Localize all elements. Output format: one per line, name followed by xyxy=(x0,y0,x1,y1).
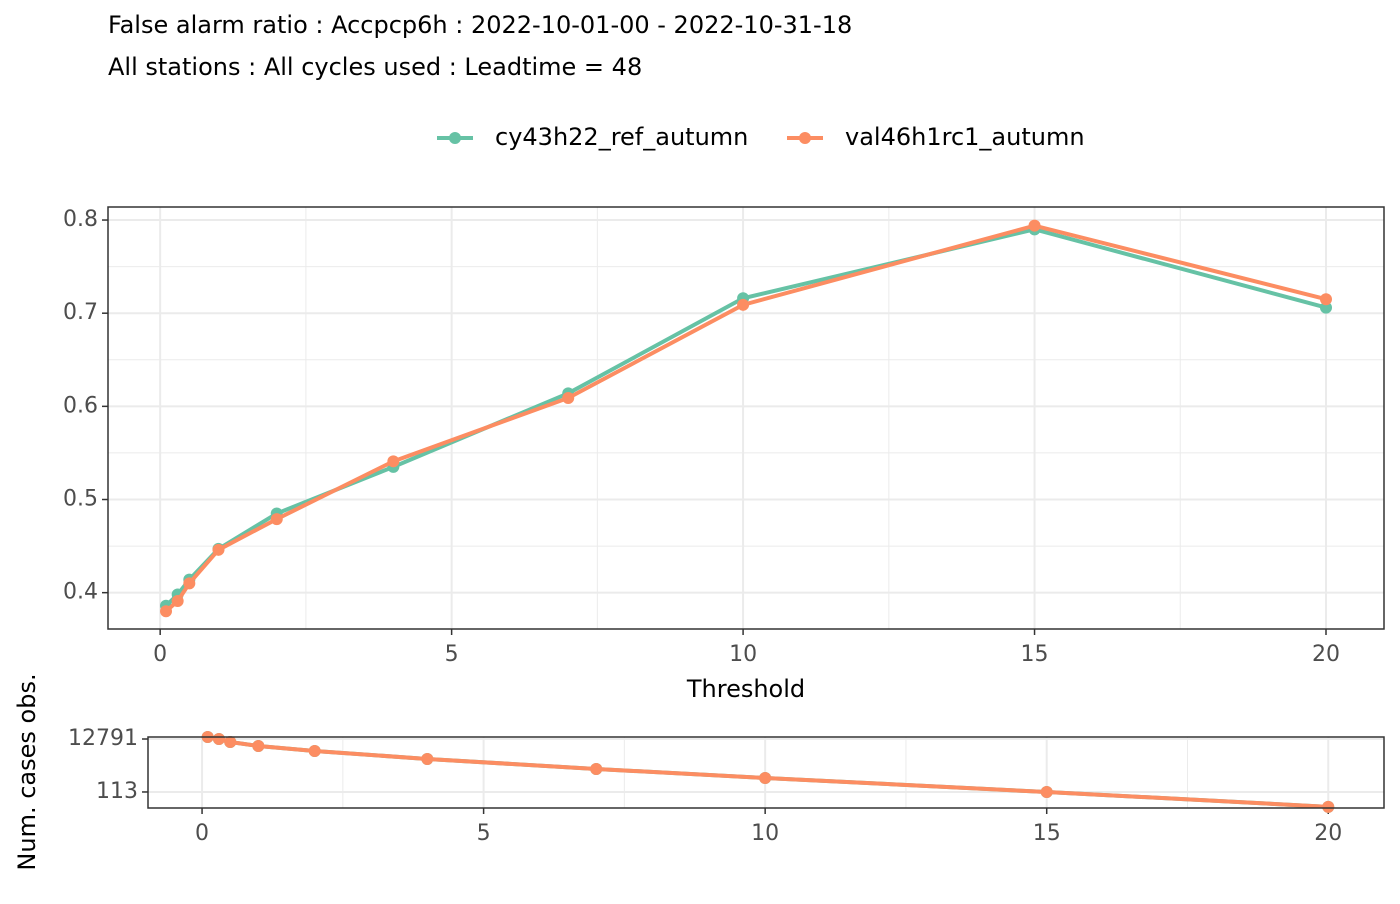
x-tick-label: 10 xyxy=(751,821,779,846)
plot-border xyxy=(147,736,1385,809)
point xyxy=(308,744,321,757)
point xyxy=(212,543,225,556)
point xyxy=(1322,800,1335,813)
x-tick-label: 20 xyxy=(1314,821,1342,846)
point xyxy=(1320,301,1332,314)
y-tick-label: 0.6 xyxy=(63,393,98,418)
x-tick-label: 5 xyxy=(445,642,459,667)
y-axis-label: Num. cases obs. xyxy=(13,673,41,870)
x-tick-label: 20 xyxy=(1312,642,1340,667)
point xyxy=(252,739,265,752)
x-tick-label: 15 xyxy=(1021,642,1049,667)
point xyxy=(421,752,434,765)
chart-title: False alarm ratio : Accpcp6h : 2022-10-0… xyxy=(108,11,852,39)
y-tick-label: 0.7 xyxy=(63,300,98,325)
plot-background xyxy=(108,207,1384,629)
point xyxy=(387,455,400,468)
point xyxy=(590,762,603,775)
point xyxy=(212,733,225,746)
y-tick-label: 12791 xyxy=(68,726,138,751)
plot-border xyxy=(107,206,1385,630)
x-tick-label: 5 xyxy=(477,821,491,846)
point xyxy=(171,595,184,608)
x-tick-label: 15 xyxy=(1033,821,1061,846)
point xyxy=(1320,293,1332,306)
point xyxy=(224,735,237,748)
point xyxy=(759,771,772,784)
y-tick-label: 0.8 xyxy=(63,207,98,232)
y-tick-label: 0.5 xyxy=(63,487,98,512)
chart-subtitle: All stations : All cycles used : Leadtim… xyxy=(108,53,642,81)
legend-label: val46h1rc1_autumn xyxy=(845,123,1085,151)
x-tick-label: 10 xyxy=(729,642,757,667)
point xyxy=(1028,219,1041,232)
y-tick-label: 0.4 xyxy=(63,580,98,605)
y-tick-label: 113 xyxy=(96,779,138,804)
legend-marker xyxy=(799,132,811,144)
series-line xyxy=(164,223,1327,613)
x-axis-label: Threshold xyxy=(686,675,805,703)
legend-marker xyxy=(449,132,461,144)
point xyxy=(562,391,575,404)
legend-label: cy43h22_ref_autumn xyxy=(495,123,748,151)
x-tick-label: 0 xyxy=(195,821,209,846)
point xyxy=(1040,785,1053,798)
x-tick-label: 0 xyxy=(153,642,167,667)
point xyxy=(183,577,196,590)
point xyxy=(270,513,283,526)
point xyxy=(160,605,172,618)
point xyxy=(737,298,750,311)
